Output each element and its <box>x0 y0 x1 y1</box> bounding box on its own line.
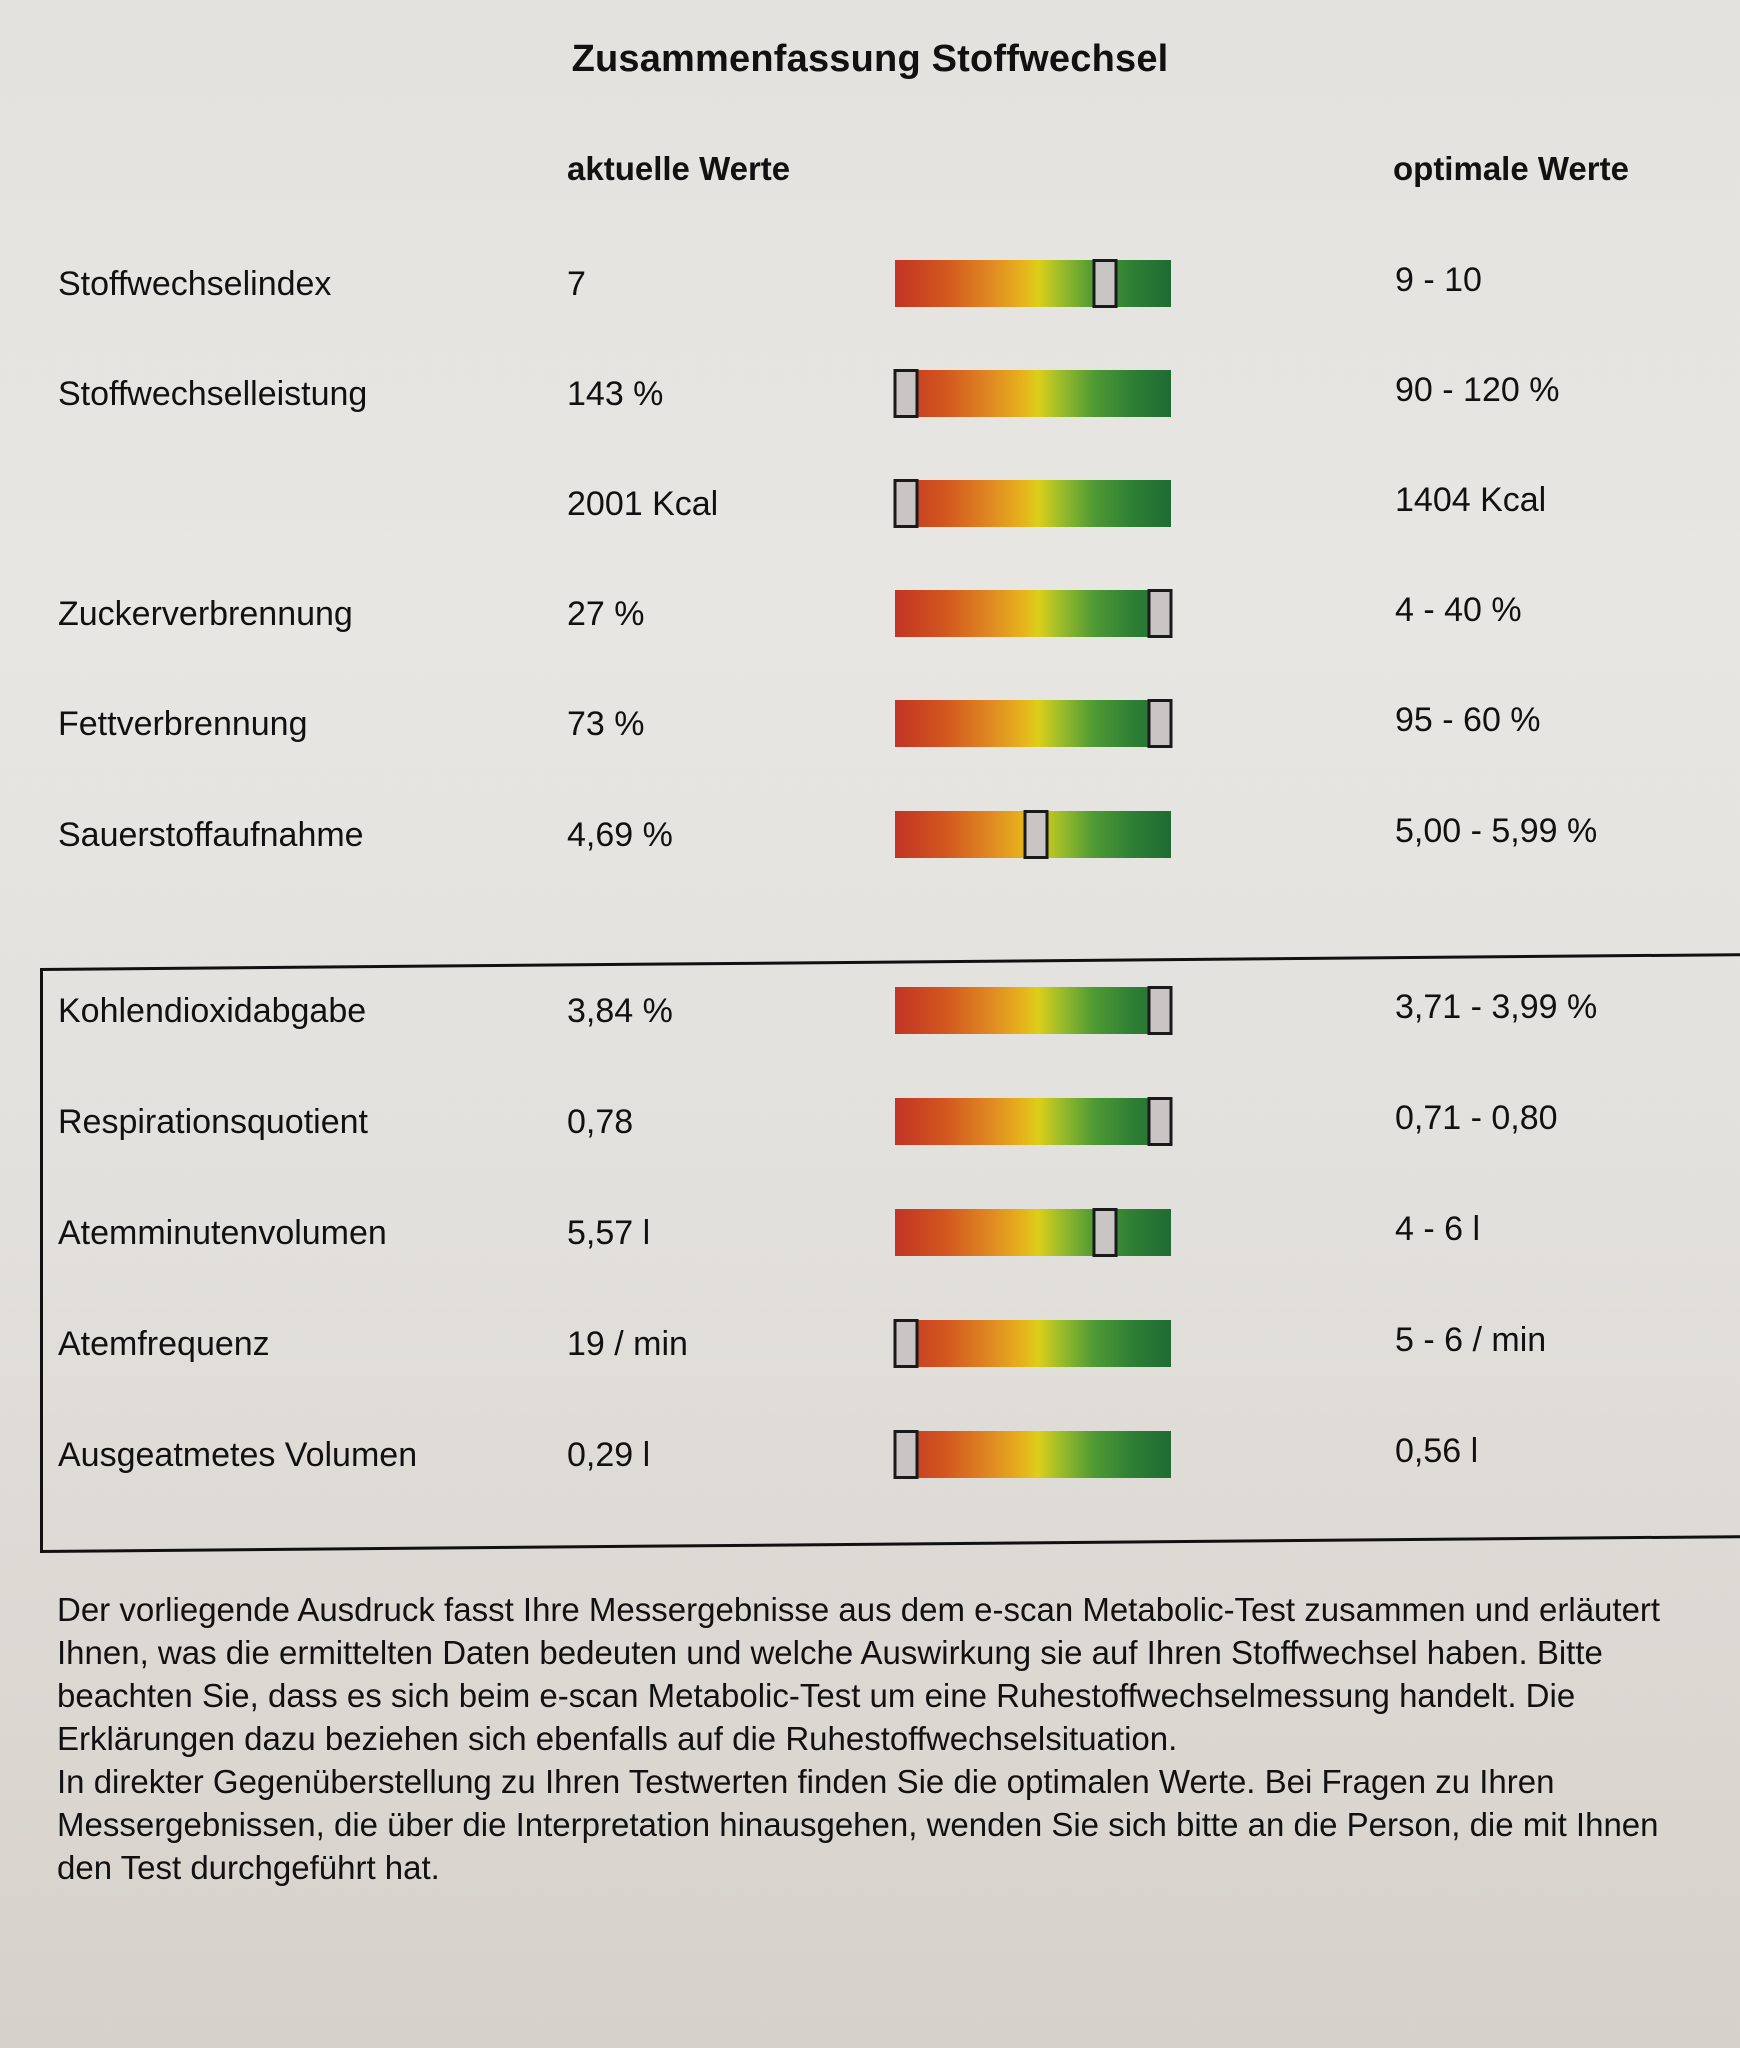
metric-row: Zuckerverbrennung 27 % 4 - 40 % <box>0 584 1740 644</box>
metric-row: Stoffwechselindex 7 9 - 10 <box>0 254 1740 314</box>
metric-label: Stoffwechselindex <box>58 265 332 303</box>
metric-label: Zuckerverbrennung <box>58 595 353 633</box>
gauge-marker-icon <box>1092 1208 1118 1257</box>
metric-optimal-value: 5 - 6 / min <box>1395 1321 1547 1359</box>
metric-gauge-bar <box>893 479 1171 528</box>
metric-optimal-value: 95 - 60 % <box>1395 701 1541 739</box>
gauge-marker-icon <box>1147 589 1173 638</box>
explanation-text: Der vorliegende Ausdruck fasst Ihre Mess… <box>57 1588 1707 1889</box>
metric-gauge-bar <box>893 1430 1171 1479</box>
metric-row: Kohlendioxidabgabe 3,84 % 3,71 - 3,99 % <box>0 981 1740 1041</box>
metric-gauge-bar <box>895 589 1173 638</box>
metric-row: Ausgeatmetes Volumen 0,29 l 0,56 l <box>0 1425 1740 1485</box>
metric-row: Atemfrequenz 19 / min 5 - 6 / min <box>0 1314 1740 1374</box>
metric-current-value: 0,78 <box>567 1103 634 1141</box>
metric-label: Atemminutenvolumen <box>58 1214 387 1252</box>
explanation-paragraph-1: Der vorliegende Ausdruck fasst Ihre Mess… <box>57 1591 1661 1757</box>
metric-gauge-bar <box>895 259 1171 308</box>
metric-label: Ausgeatmetes Volumen <box>58 1436 418 1474</box>
metric-gauge-bar <box>895 1208 1171 1257</box>
column-header-current: aktuelle Werte <box>567 150 791 187</box>
metric-label: Kohlendioxidabgabe <box>58 992 367 1030</box>
document-title: Zusammenfassung Stoffwechsel <box>571 38 1169 80</box>
metric-label: Respirationsquotient <box>58 1103 368 1141</box>
metric-optimal-value: 9 - 10 <box>1395 261 1482 299</box>
metric-row: 2001 Kcal 1404 Kcal <box>0 474 1740 534</box>
metric-row: Respirationsquotient 0,78 0,71 - 0,80 <box>0 1092 1740 1152</box>
metric-gauge-bar <box>895 810 1171 859</box>
metric-row: Sauerstoffaufnahme 4,69 % 5,00 - 5,99 % <box>0 805 1740 865</box>
metric-current-value: 143 % <box>567 375 664 413</box>
metric-optimal-value: 3,71 - 3,99 % <box>1395 988 1598 1026</box>
gauge-marker-icon <box>893 369 919 418</box>
metric-current-value: 5,57 l <box>567 1214 651 1252</box>
metric-current-value: 2001 Kcal <box>567 485 719 523</box>
metric-current-value: 3,84 % <box>567 992 673 1030</box>
metric-current-value: 7 <box>567 265 586 303</box>
metric-gauge-bar <box>893 1319 1171 1368</box>
metric-gauge-bar <box>895 699 1173 748</box>
metric-gauge-bar <box>893 369 1171 418</box>
metric-label: Sauerstoffaufnahme <box>58 816 364 854</box>
metric-optimal-value: 90 - 120 % <box>1395 371 1560 409</box>
metric-gauge-bar <box>895 1097 1173 1146</box>
metric-current-value: 19 / min <box>567 1325 688 1363</box>
metric-row: Atemminutenvolumen 5,57 l 4 - 6 l <box>0 1203 1740 1263</box>
metric-current-value: 4,69 % <box>567 816 673 854</box>
metric-gauge-bar <box>895 986 1173 1035</box>
metric-optimal-value: 4 - 40 % <box>1395 591 1522 629</box>
gauge-marker-icon <box>1023 810 1049 859</box>
metric-optimal-value: 1404 Kcal <box>1395 481 1547 519</box>
metric-label: Atemfrequenz <box>58 1325 270 1363</box>
metric-current-value: 0,29 l <box>567 1436 651 1474</box>
metric-label: Fettverbrennung <box>58 705 308 743</box>
gauge-marker-icon <box>1147 699 1173 748</box>
metric-current-value: 73 % <box>567 705 645 743</box>
metric-row: Stoffwechselleistung 143 % 90 - 120 % <box>0 364 1740 424</box>
explanation-paragraph-2: In direkter Gegenüberstellung zu Ihren T… <box>57 1763 1659 1886</box>
metric-optimal-value: 5,00 - 5,99 % <box>1395 812 1598 850</box>
gauge-marker-icon <box>1147 1097 1173 1146</box>
gauge-marker-icon <box>1092 259 1118 308</box>
metric-optimal-value: 4 - 6 l <box>1395 1210 1481 1248</box>
gauge-marker-icon <box>1147 986 1173 1035</box>
gauge-marker-icon <box>893 479 919 528</box>
metric-row: Fettverbrennung 73 % 95 - 60 % <box>0 694 1740 754</box>
gauge-marker-icon <box>893 1430 919 1479</box>
metric-label: Stoffwechselleistung <box>58 375 368 413</box>
metric-optimal-value: 0,56 l <box>1395 1432 1479 1470</box>
metric-optimal-value: 0,71 - 0,80 <box>1395 1099 1558 1137</box>
column-header-optimal: optimale Werte <box>1393 150 1629 187</box>
gauge-marker-icon <box>893 1319 919 1368</box>
metric-current-value: 27 % <box>567 595 645 633</box>
